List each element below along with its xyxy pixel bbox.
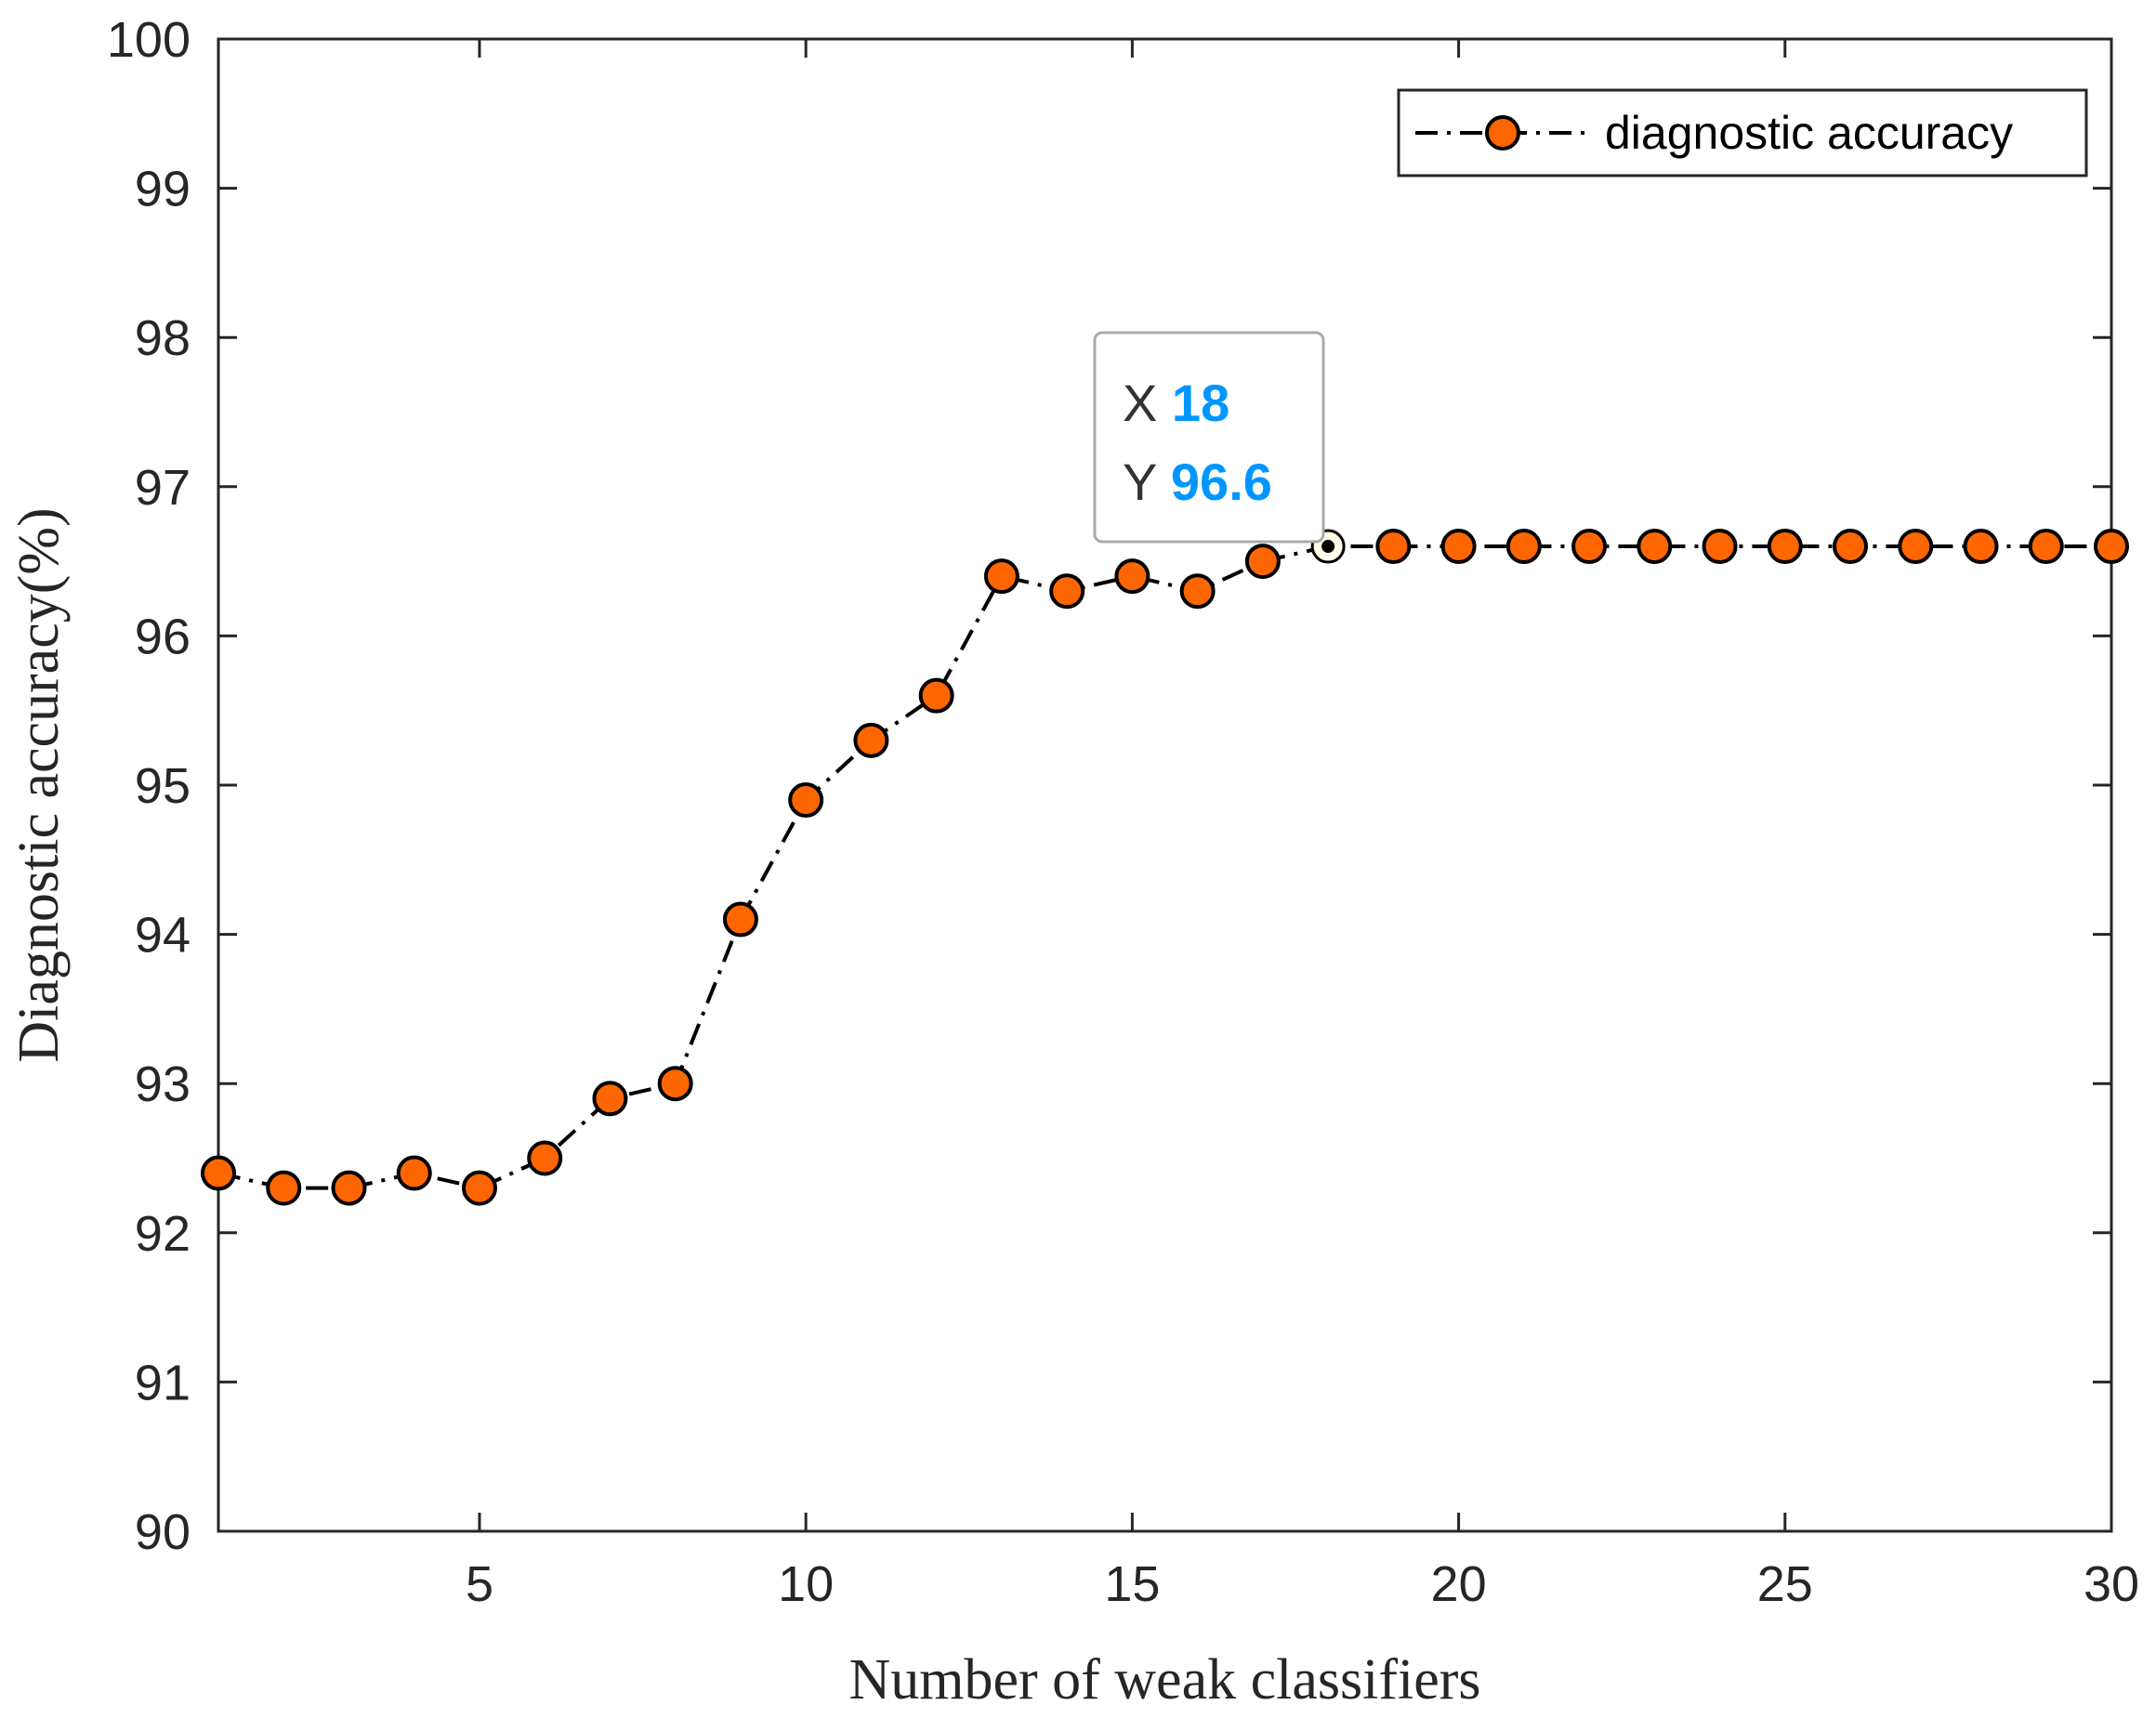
data-point-selected-dot — [1321, 540, 1335, 554]
data-point[interactable] — [592, 1081, 628, 1117]
data-point[interactable] — [853, 722, 889, 758]
y-tick-label: 95 — [135, 758, 191, 814]
legend-marker — [1485, 115, 1520, 151]
data-point[interactable] — [1767, 529, 1803, 565]
y-tick-label: 96 — [135, 609, 191, 664]
data-point[interactable] — [1702, 529, 1738, 565]
x-tick-label: 5 — [466, 1556, 493, 1612]
y-tick-label: 99 — [135, 162, 191, 217]
x-axis-title: Number of weak classifiers — [848, 1648, 1480, 1711]
y-tick-label: 92 — [135, 1206, 191, 1262]
data-point[interactable] — [2028, 529, 2064, 565]
x-tick-label: 10 — [778, 1556, 834, 1612]
data-point[interactable] — [527, 1140, 563, 1176]
y-tick-label: 91 — [135, 1355, 191, 1410]
plot-frame — [217, 37, 2113, 1533]
datatip-x-value: 18 — [1172, 374, 1229, 432]
data-point[interactable] — [1505, 529, 1542, 565]
data-point[interactable] — [1179, 573, 1216, 610]
data-point[interactable] — [396, 1155, 432, 1191]
data-point[interactable] — [1244, 544, 1281, 580]
datatip-y-key: Y — [1123, 452, 1171, 511]
y-tick-label: 90 — [135, 1504, 191, 1560]
y-tick-label: 97 — [135, 460, 191, 516]
datatip-y-value: 96.6 — [1171, 452, 1272, 511]
y-tick-label: 98 — [135, 310, 191, 366]
datatip: X 18Y 96.6 — [1093, 331, 1325, 544]
data-point[interactable] — [983, 558, 1019, 595]
y-tick-label: 93 — [135, 1056, 191, 1112]
axes-layer: 5 10 15 20 25 30 90 91 92 93 94 95 96 97 98 99 100 — [107, 12, 2139, 1612]
data-point[interactable] — [1898, 529, 1934, 565]
datatip-x-key: X — [1123, 374, 1172, 432]
y-tick-label: 100 — [107, 12, 191, 68]
x-tick-label: 15 — [1104, 1556, 1160, 1612]
series-layer — [201, 529, 2129, 1206]
data-point[interactable] — [1571, 529, 1608, 565]
data-point[interactable] — [1114, 558, 1150, 595]
data-point[interactable] — [2094, 529, 2129, 565]
data-point[interactable] — [1637, 529, 1673, 565]
y-tick-label: 94 — [135, 908, 191, 964]
datatip-x-row: X 18 — [1123, 374, 1229, 432]
data-point[interactable] — [266, 1170, 302, 1206]
x-tick-label: 30 — [2084, 1556, 2139, 1612]
data-point[interactable] — [331, 1170, 367, 1206]
data-point[interactable] — [1375, 529, 1412, 565]
data-point[interactable] — [1833, 529, 1869, 565]
x-tick-label: 25 — [1757, 1556, 1813, 1612]
data-point[interactable] — [722, 901, 758, 938]
data-point[interactable] — [1049, 573, 1085, 610]
data-point[interactable] — [461, 1170, 497, 1206]
data-point[interactable] — [918, 677, 954, 714]
data-point[interactable] — [1963, 529, 1999, 565]
legend: diagnostic accuracy — [1397, 88, 2088, 177]
data-point[interactable] — [788, 782, 824, 819]
y-axis-title: Diagnostic accuracy(%) — [7, 507, 71, 1062]
data-point[interactable] — [201, 1155, 236, 1191]
legend-label: diagnostic accuracy — [1605, 107, 2013, 159]
data-point[interactable] — [657, 1066, 693, 1102]
datatip-box — [1093, 331, 1325, 544]
datatip-y-row: Y 96.6 — [1123, 452, 1272, 511]
x-tick-label: 20 — [1431, 1556, 1487, 1612]
data-point[interactable] — [1440, 529, 1477, 565]
